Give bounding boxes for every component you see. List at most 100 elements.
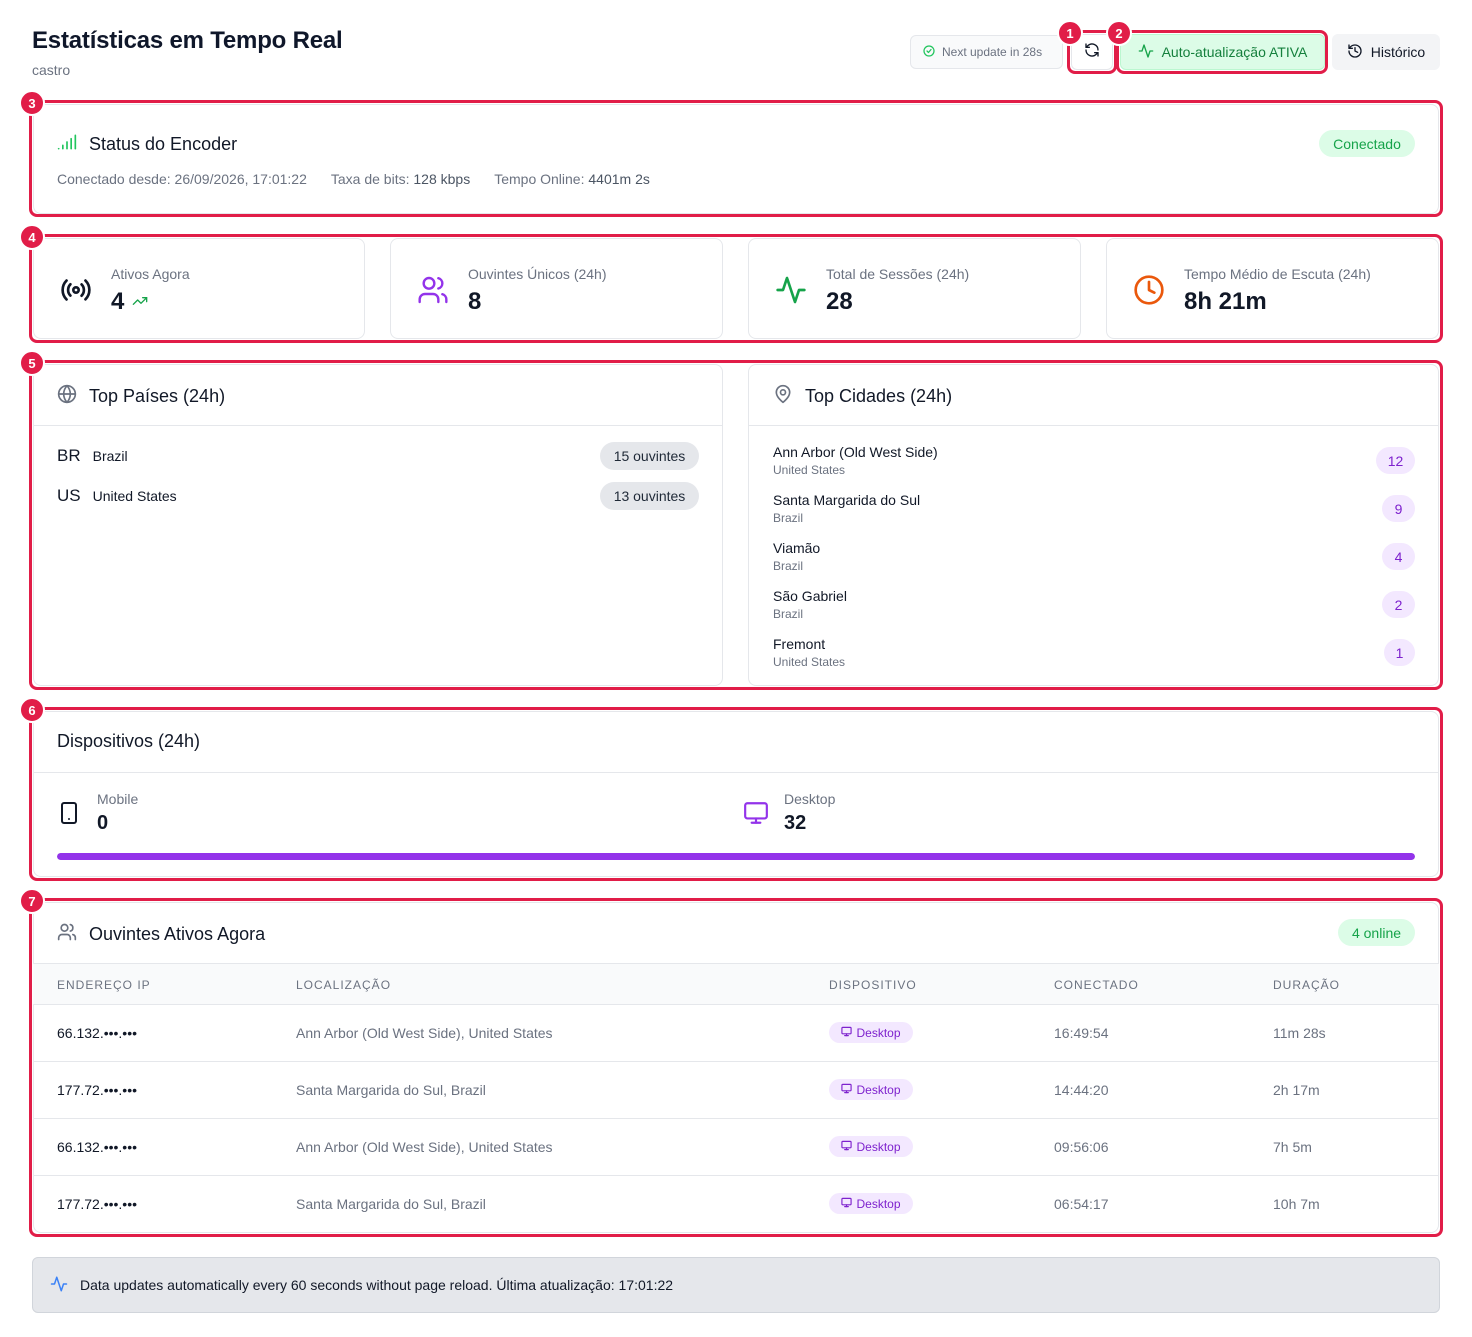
marker-badge: 4 [19, 224, 45, 250]
top-countries-title: Top Países (24h) [57, 384, 225, 409]
encoder-meta: Conectado desde: 26/09/2026, 17:01:22 Ta… [57, 171, 650, 187]
check-circle-icon [923, 44, 935, 60]
cell-ip: 177.72.•••.••• [57, 1196, 138, 1212]
row-divider [33, 1118, 1439, 1119]
signal-icon [57, 132, 77, 157]
divider [34, 772, 1438, 773]
city-count-badge: 1 [1384, 639, 1415, 666]
marker-badge: 3 [19, 90, 45, 116]
row-divider [33, 1061, 1439, 1062]
refresh-button[interactable] [1071, 34, 1113, 70]
monitor-icon [743, 800, 769, 831]
country-name: United States [92, 488, 177, 504]
city-count-badge: 2 [1382, 591, 1415, 618]
cell-connected: 09:56:06 [1054, 1139, 1109, 1155]
country-row: US United States [57, 486, 177, 506]
online-time: Tempo Online: 4401m 2s [494, 171, 650, 187]
top-cities-title: Top Cidades (24h) [773, 384, 952, 409]
monitor-icon [841, 1197, 853, 1211]
marker-badge: 2 [1106, 20, 1132, 46]
city-country: Brazil [773, 607, 804, 621]
connected-since: Conectado desde: 26/09/2026, 17:01:22 [57, 171, 307, 187]
country-count-badge: 13 ouvintes [600, 482, 699, 510]
users-icon [416, 273, 450, 307]
stat-card-avg-listen-time: Tempo Médio de Escuta (24h) 8h 21m [1106, 238, 1439, 339]
cell-location: Santa Margarida do Sul, Brazil [296, 1196, 486, 1212]
cell-connected: 14:44:20 [1054, 1082, 1109, 1098]
device-tag: Desktop [829, 1136, 913, 1157]
marker-badge: 6 [19, 697, 45, 723]
city-name: São Gabriel [773, 588, 847, 604]
marker-badge: 7 [19, 888, 45, 914]
stat-value: 4 [111, 288, 148, 316]
column-header: LOCALIZAÇÃO [296, 978, 392, 992]
cell-ip: 177.72.•••.••• [57, 1082, 138, 1098]
monitor-icon [841, 1083, 853, 1097]
city-country: United States [773, 655, 846, 669]
cell-connected: 06:54:17 [1054, 1196, 1109, 1212]
city-country: United States [773, 463, 846, 477]
stat-value: 8 [468, 288, 482, 315]
next-update-text: Next update in 28s [942, 45, 1043, 59]
top-cities-card [748, 364, 1439, 686]
city-name: Ann Arbor (Old West Side) [773, 444, 938, 460]
stat-label: Tempo Médio de Escuta (24h) [1184, 266, 1371, 282]
station-name: castro [32, 62, 71, 78]
stat-value: 8h 21m [1184, 288, 1267, 315]
stat-label: Ativos Agora [111, 266, 190, 282]
cell-duration: 2h 17m [1273, 1082, 1320, 1098]
country-row: BR Brazil [57, 446, 128, 466]
cell-duration: 7h 5m [1273, 1139, 1312, 1155]
country-code: US [57, 486, 81, 505]
history-icon [1347, 43, 1363, 62]
cell-duration: 10h 7m [1273, 1196, 1320, 1212]
desktop-label: Desktop [784, 791, 836, 807]
stat-card-total-sessions: Total de Sessões (24h) 28 [748, 238, 1081, 339]
encoder-status-card [33, 104, 1439, 214]
device-share-bar [57, 853, 1415, 860]
auto-refresh-toggle[interactable]: Auto-atualização ATIVA [1120, 34, 1325, 70]
activity-icon [774, 273, 808, 307]
stat-label: Ouvintes Únicos (24h) [468, 266, 607, 282]
divider [749, 425, 1438, 426]
city-country: Brazil [773, 559, 804, 573]
stat-card-active-now: Ativos Agora 4 [33, 238, 365, 339]
cell-duration: 11m 28s [1273, 1025, 1326, 1041]
devices-title: Dispositivos (24h) [57, 731, 201, 751]
activity-icon [50, 1275, 68, 1296]
stat-label: Total de Sessões (24h) [826, 266, 970, 282]
country-code: BR [57, 446, 81, 465]
column-header: DISPOSITIVO [829, 978, 917, 992]
radio-icon [59, 273, 93, 307]
cell-connected: 16:49:54 [1054, 1025, 1109, 1041]
city-name: Santa Margarida do Sul [773, 492, 921, 508]
row-divider [33, 1175, 1439, 1176]
desktop-share-fill [57, 853, 1415, 860]
devices-card [33, 711, 1439, 877]
divider [34, 425, 722, 426]
cell-location: Ann Arbor (Old West Side), United States [296, 1139, 553, 1155]
auto-update-notice: Data updates automatically every 60 seco… [32, 1257, 1440, 1313]
map-pin-icon [773, 384, 793, 409]
monitor-icon [841, 1026, 853, 1040]
globe-icon [57, 384, 77, 409]
top-countries-card [33, 364, 723, 686]
history-button[interactable]: Histórico [1332, 34, 1440, 70]
encoder-title: Status do Encoder [57, 132, 237, 157]
mobile-value: 0 [97, 812, 109, 834]
trending-up-icon [132, 288, 148, 316]
bitrate: Taxa de bits: 128 kbps [330, 171, 471, 187]
column-header: CONECTADO [1054, 978, 1139, 992]
city-count-badge: 9 [1382, 495, 1415, 522]
page-title: Estatísticas em Tempo Real [32, 27, 343, 54]
city-name: Fremont [773, 636, 826, 652]
stat-card-unique-listeners: Ouvintes Únicos (24h) 8 [390, 238, 723, 339]
country-name: Brazil [92, 448, 128, 464]
device-tag: Desktop [829, 1193, 913, 1214]
users-icon [57, 922, 77, 947]
history-label: Histórico [1370, 44, 1426, 60]
monitor-icon [841, 1140, 853, 1154]
cell-location: Ann Arbor (Old West Side), United States [296, 1025, 553, 1041]
city-name: Viamão [773, 540, 821, 556]
country-count-badge: 15 ouvintes [600, 442, 699, 470]
